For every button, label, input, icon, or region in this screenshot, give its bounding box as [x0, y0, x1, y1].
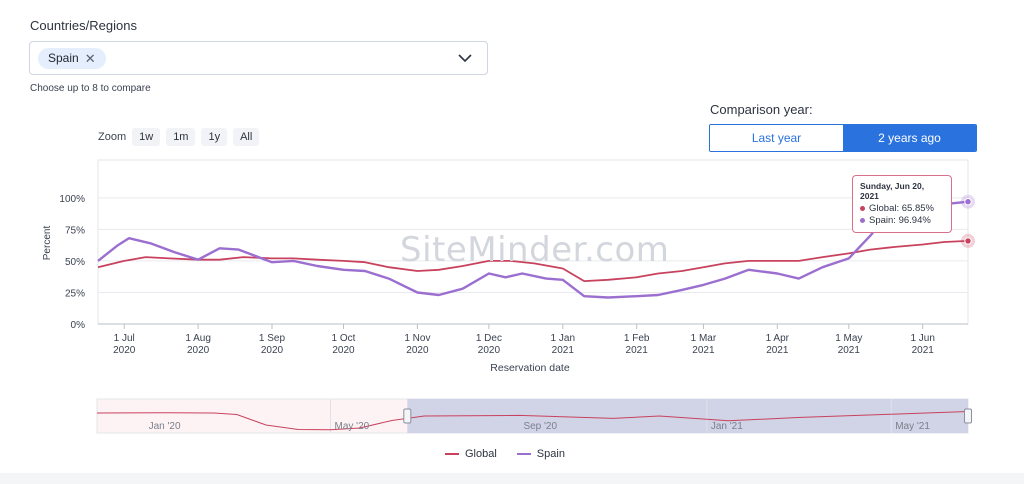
x-tick-year: 2020	[332, 345, 355, 356]
two-years-ago-button[interactable]: 2 years ago	[843, 125, 976, 151]
x-tick-label: 1 Jul	[114, 333, 135, 344]
x-tick-label: 1 Jan	[551, 333, 575, 344]
x-tick-year: 2021	[912, 345, 935, 356]
x-tick-year: 2021	[692, 345, 715, 356]
y-axis-label: Percent	[42, 226, 53, 261]
tooltip-title: Sunday, Jun 20, 2021	[860, 181, 925, 201]
zoom-label: Zoom	[98, 131, 127, 143]
x-tick-year: 2021	[626, 345, 649, 356]
comparison-year-label: Comparison year:	[710, 102, 813, 117]
x-tick-label: 1 Feb	[624, 333, 650, 344]
country-chip-label: Spain	[48, 51, 79, 65]
navigator-label: Jan '21	[711, 421, 743, 432]
zoom-1m-button[interactable]: 1m	[166, 128, 196, 146]
x-tick-year: 2020	[113, 345, 136, 356]
series-line-spain	[97, 200, 969, 299]
compare-hint: Choose up to 8 to compare	[30, 83, 151, 94]
chart-tooltip: Sunday, Jun 20, 2021 Global: 65.85% Spai…	[852, 175, 952, 233]
y-tick-label: 0%	[71, 320, 86, 331]
last-year-button[interactable]: Last year	[710, 125, 843, 151]
tooltip-global-row: Global: 65.85%	[860, 203, 944, 215]
x-tick-label: 1 Apr	[766, 333, 790, 344]
tooltip-spain-value: Spain: 96.94%	[869, 215, 931, 226]
chart-legend: Global Spain	[445, 448, 565, 460]
global-line-icon	[445, 453, 459, 455]
navigator-label: May '20	[334, 421, 369, 432]
global-dot-icon	[860, 205, 865, 211]
zoom-controls: Zoom 1w 1m 1y All	[98, 128, 260, 146]
legend-item-global[interactable]: Global	[445, 448, 497, 460]
x-tick-label: 1 Dec	[476, 333, 502, 344]
x-tick-year: 2020	[478, 345, 501, 356]
x-tick-label: 1 Nov	[404, 333, 430, 344]
x-tick-label: 1 May	[835, 333, 862, 344]
x-tick-label: 1 Mar	[691, 333, 717, 344]
x-tick-label: 1 Oct	[332, 333, 356, 344]
navigator-handle-right[interactable]	[964, 408, 972, 424]
spain-dot-icon	[860, 217, 865, 223]
legend-item-spain[interactable]: Spain	[516, 448, 565, 460]
x-axis-label: Reservation date	[490, 362, 570, 374]
navigator-handle-left[interactable]	[403, 408, 412, 424]
y-tick-label: 100%	[59, 194, 85, 205]
y-tick-label: 25%	[65, 288, 85, 299]
tooltip-global-value: Global: 65.85%	[869, 203, 934, 214]
comparison-toggle: Last year 2 years ago	[709, 124, 977, 152]
x-tick-year: 2021	[552, 345, 575, 356]
x-tick-year: 2020	[406, 345, 429, 356]
country-chip: Spain ✕	[38, 48, 106, 69]
zoom-1y-button[interactable]: 1y	[201, 128, 228, 146]
bottom-strip	[0, 473, 1024, 484]
hover-point-global	[964, 237, 972, 245]
zoom-1w-button[interactable]: 1w	[132, 128, 161, 146]
country-select[interactable]: Spain ✕	[29, 41, 488, 75]
countries-label: Countries/Regions	[30, 18, 137, 33]
tooltip-spain-row: Spain: 96.94%	[860, 215, 944, 227]
legend-global-label: Global	[465, 448, 497, 460]
legend-spain-label: Spain	[536, 448, 565, 460]
watermark: SiteMinder.com	[400, 230, 670, 270]
x-tick-year: 2021	[838, 345, 861, 356]
spain-line-icon	[516, 453, 531, 455]
navigator-series	[96, 411, 969, 431]
x-tick-label: 1 Sep	[259, 333, 286, 344]
remove-icon[interactable]: ✕	[84, 51, 96, 66]
x-tick-label: 1 Jun	[910, 333, 934, 344]
x-tick-year: 2021	[766, 345, 789, 356]
y-tick-label: 75%	[65, 225, 85, 236]
navigator-label: Sep '20	[523, 421, 557, 432]
x-tick-year: 2020	[261, 345, 284, 356]
x-tick-label: 1 Aug	[185, 333, 211, 344]
series-line-global	[97, 240, 969, 282]
navigator-label: Jan '20	[149, 421, 181, 432]
navigator-label: May '21	[895, 421, 930, 432]
chevron-down-icon[interactable]	[457, 50, 473, 66]
x-tick-year: 2020	[187, 345, 210, 356]
y-tick-label: 50%	[65, 257, 85, 268]
zoom-all-button[interactable]: All	[233, 128, 260, 146]
hover-point-spain	[964, 198, 972, 206]
